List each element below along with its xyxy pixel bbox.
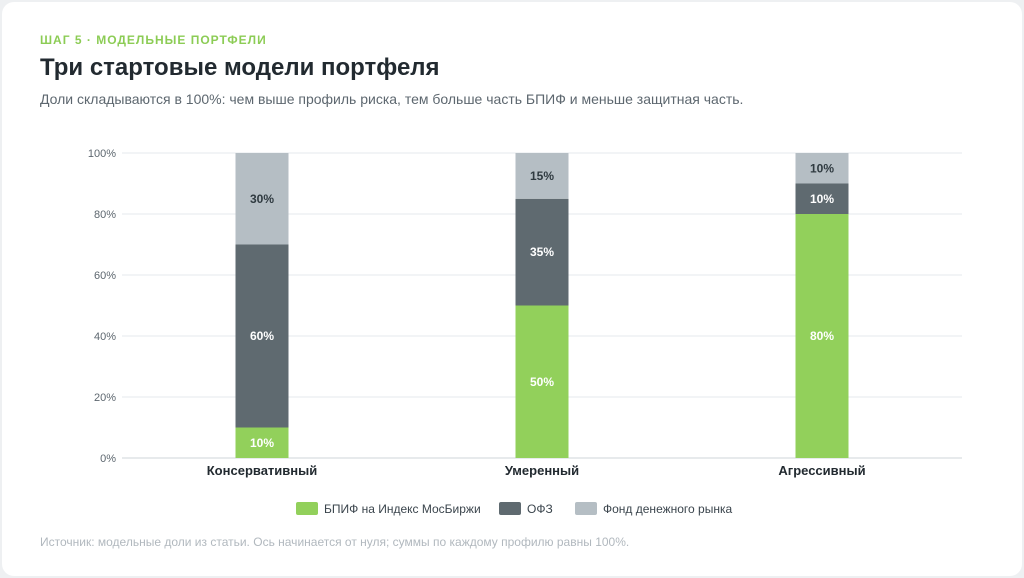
bar-value-label: 30% — [250, 192, 274, 206]
legend-swatch — [499, 502, 521, 515]
bar-segment — [235, 244, 289, 428]
legend-label: БПИФ на Индекс МосБиржи — [324, 502, 481, 516]
bars: 10% 60% 30% 50% 35% 15% 80% 10% 10% — [235, 153, 849, 458]
category-label: Консервативный — [207, 463, 317, 478]
bar-segment — [235, 427, 289, 458]
bar-segment — [515, 153, 569, 199]
bar-value-label: 10% — [250, 436, 274, 450]
source-note: Источник: модельные доли из статьи. Ось … — [40, 535, 630, 549]
bar-segment — [795, 183, 849, 214]
bar-value-label: 60% — [250, 329, 274, 343]
x-axis-categories: Консервативный Умеренный Агрессивный — [207, 463, 866, 478]
legend-label: ОФЗ — [527, 502, 553, 516]
y-tick-label: 80% — [94, 209, 116, 221]
category-label: Умеренный — [505, 463, 579, 478]
y-tick-label: 100% — [88, 148, 116, 160]
legend-label: Фонд денежного рынка — [603, 502, 732, 516]
bar-value-label: 50% — [530, 375, 554, 389]
legend: БПИФ на Индекс МосБиржи ОФЗ Фонд денежного… — [296, 502, 732, 516]
y-axis-ticks: 0% 20% 40% 60% 80% 100% — [88, 148, 116, 465]
bar-value-label: 80% — [810, 329, 834, 343]
y-tick-label: 0% — [100, 453, 116, 465]
y-tick-label: 40% — [94, 331, 116, 343]
bar-segment — [795, 214, 849, 458]
bar-segment — [795, 153, 849, 184]
bar-value-label: 10% — [810, 192, 834, 206]
legend-swatch — [296, 502, 318, 515]
step-eyebrow: ШАГ 5 · МОДЕЛЬНЫЕ ПОРТФЕЛИ — [40, 33, 267, 47]
bar-value-label: 15% — [530, 169, 554, 183]
bar-segment — [515, 198, 569, 306]
y-tick-label: 60% — [94, 270, 116, 282]
bar-segment — [515, 305, 569, 458]
bar-segment — [235, 153, 289, 245]
bar-value-label: 10% — [810, 161, 834, 175]
page-subtitle: Доли складываются в 100%: чем выше профи… — [40, 91, 744, 107]
bar-value-label: 35% — [530, 245, 554, 259]
y-tick-label: 20% — [94, 392, 116, 404]
legend-swatch — [575, 502, 597, 515]
category-label: Агрессивный — [778, 463, 865, 478]
page-title: Три стартовые модели портфеля — [40, 54, 440, 81]
